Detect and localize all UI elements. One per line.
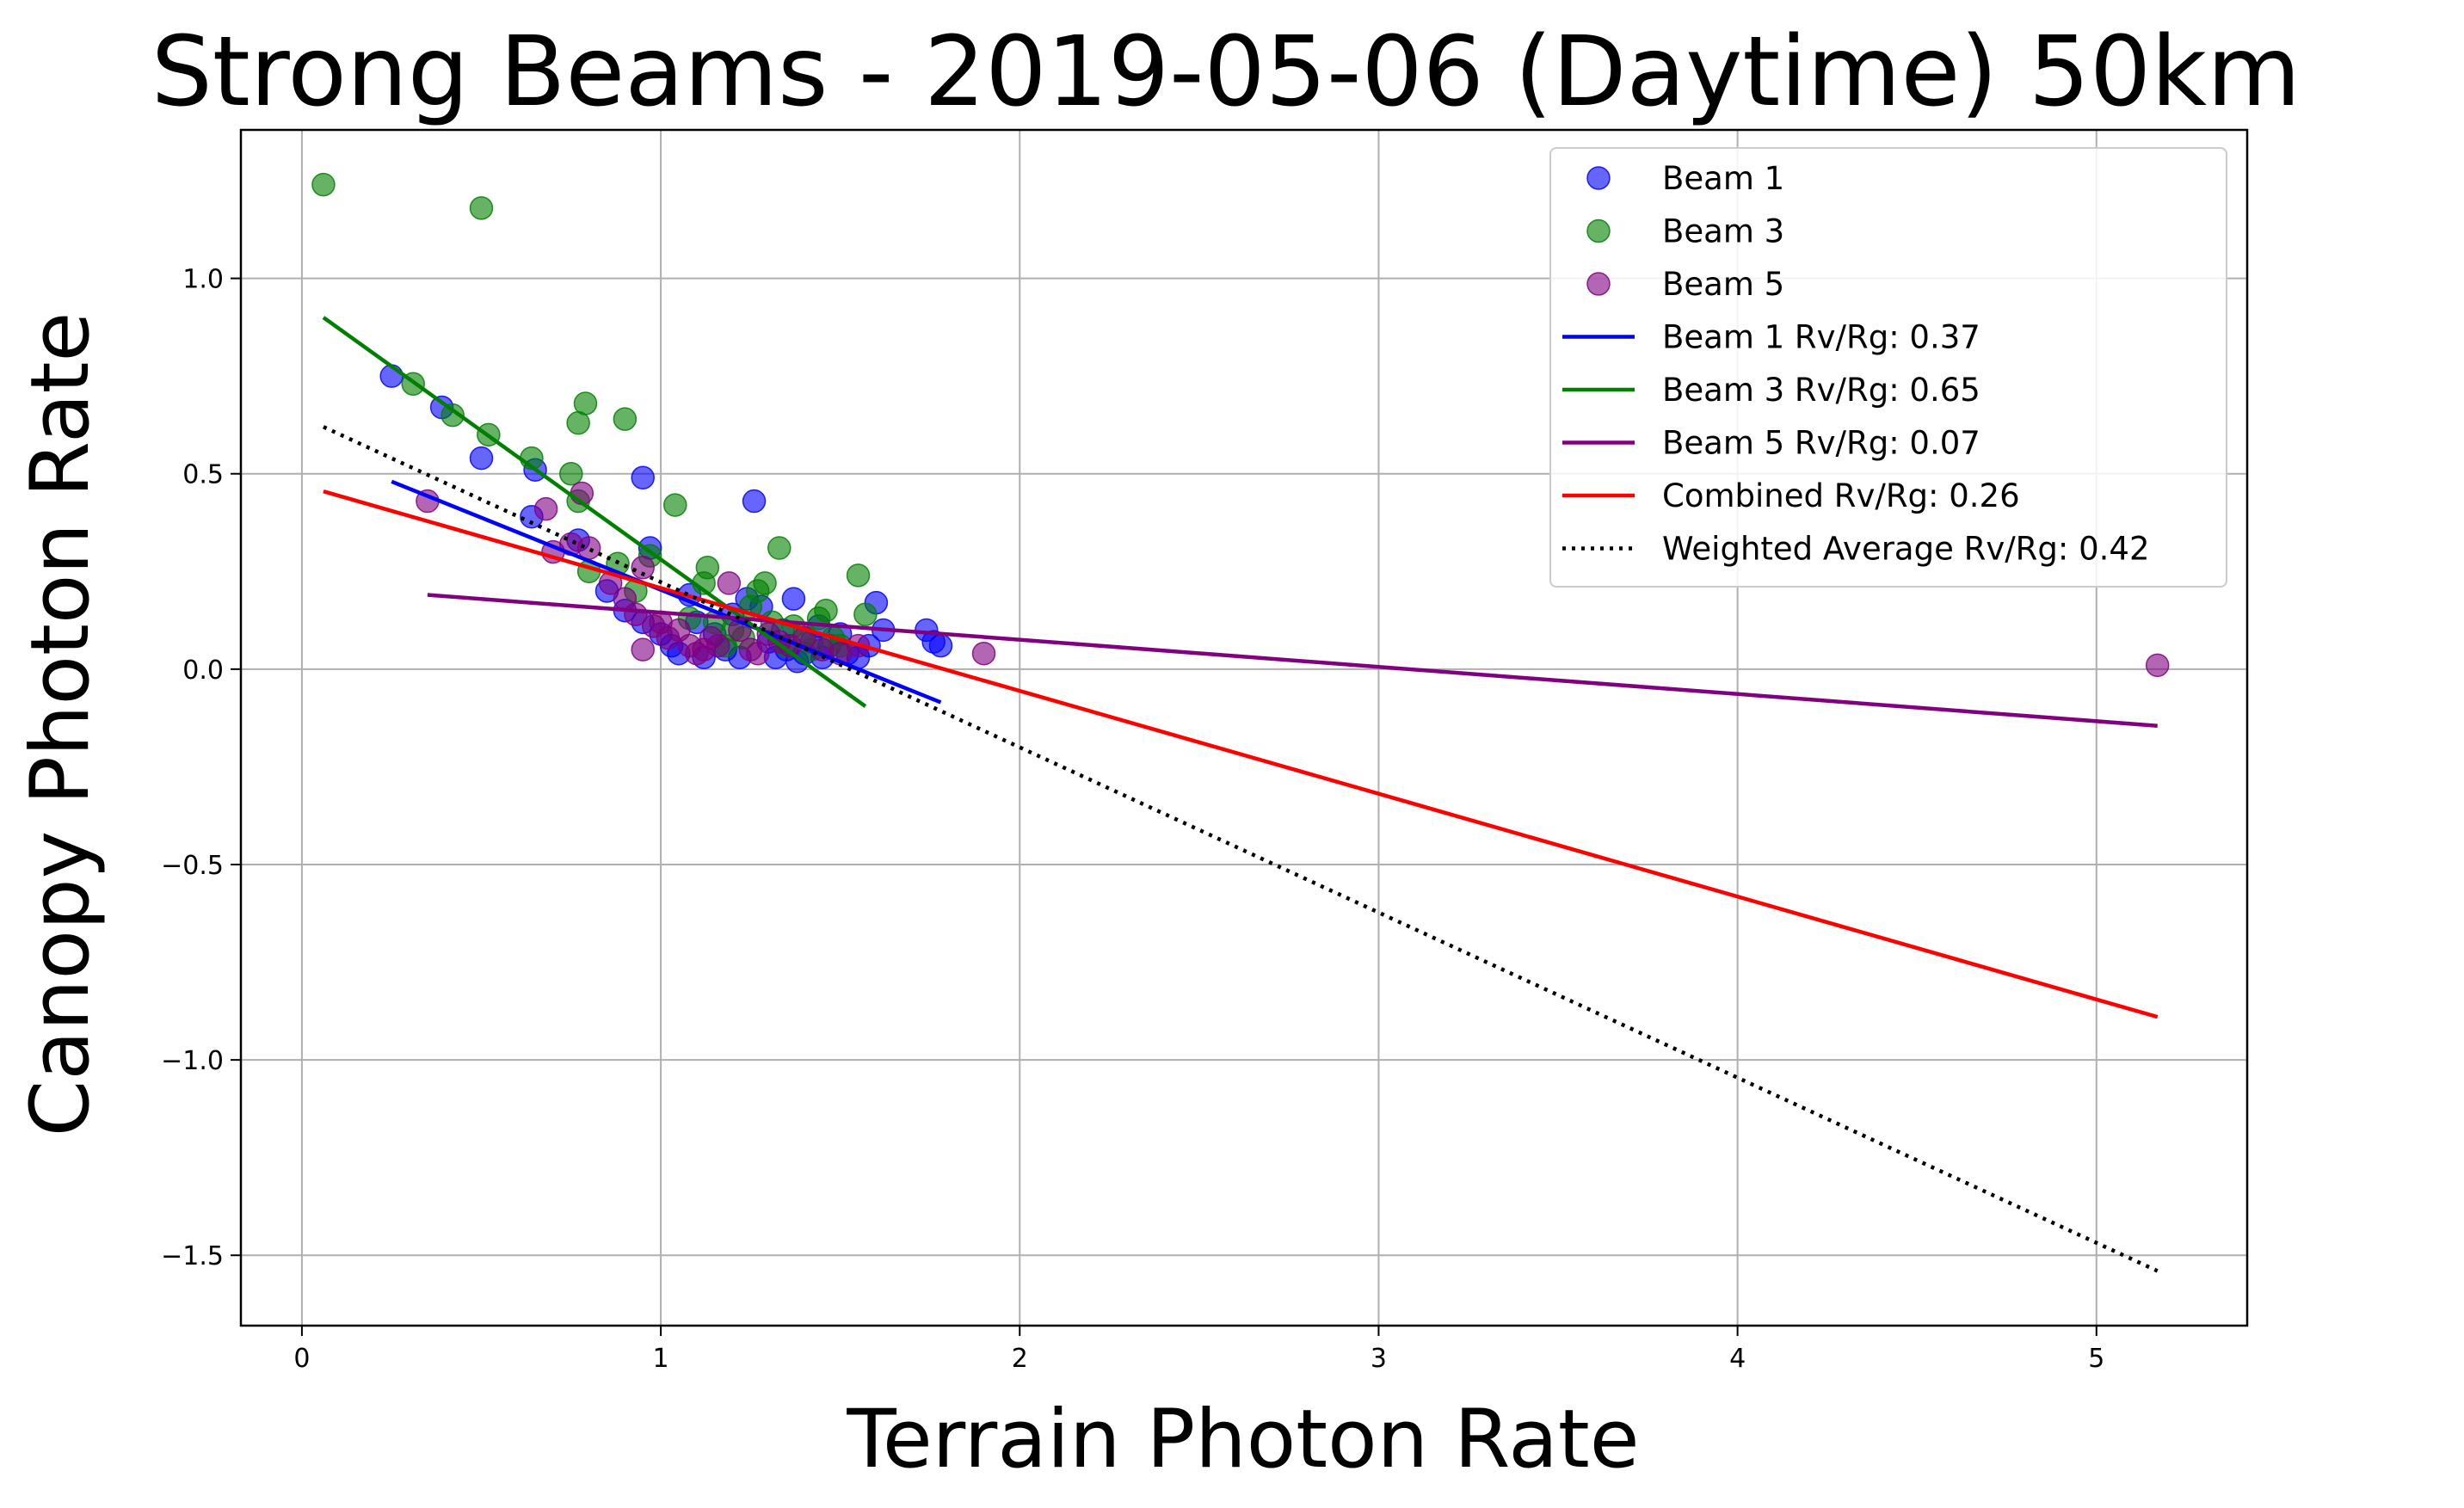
- legend-entry: Beam 1: [1586, 160, 1784, 197]
- y-tick-label: 1.0: [182, 265, 224, 295]
- y-tick-label: 0.0: [182, 656, 224, 686]
- scatter-point: [631, 637, 655, 662]
- scatter-point: [745, 641, 770, 666]
- y-axis-label: Canopy Photon Rate: [14, 312, 108, 1137]
- scatter-point: [814, 598, 838, 623]
- legend-entry: Combined Rv/Rg: 0.26: [1562, 477, 2020, 514]
- legend-entry: Beam 3: [1586, 213, 1784, 250]
- scatter-point: [613, 407, 638, 431]
- x-tick-label: 3: [1371, 1344, 1387, 1374]
- scatter-point: [742, 489, 767, 514]
- scatter-point: [469, 196, 494, 220]
- legend-entry: Beam 5 Rv/Rg: 0.07: [1562, 425, 1980, 462]
- scatter-point: [971, 641, 996, 666]
- legend-entry: Beam 1 Rv/Rg: 0.37: [1562, 319, 1980, 356]
- scatter-point: [846, 563, 871, 588]
- scatter-point: [767, 536, 792, 560]
- fit-line: [322, 316, 867, 708]
- scatter-point: [573, 391, 598, 415]
- x-tick-label: 0: [293, 1344, 310, 1374]
- scatter-point: [663, 493, 687, 517]
- scatter-point: [695, 556, 720, 580]
- scatter-point: [440, 403, 465, 428]
- scatter-point: [717, 571, 742, 595]
- scatter-point: [631, 465, 655, 490]
- y-tick-label: −0.5: [161, 851, 224, 881]
- legend-label: Beam 5 Rv/Rg: 0.07: [1662, 425, 1980, 462]
- y-tick-label: −1.5: [161, 1241, 224, 1271]
- scatter-point: [781, 587, 806, 611]
- scatter-point: [631, 556, 655, 580]
- x-tick-label: 4: [1729, 1344, 1746, 1374]
- legend-label: Beam 3 Rv/Rg: 0.65: [1662, 372, 1980, 409]
- legend-marker: [1586, 166, 1611, 190]
- legend-entry: Beam 3 Rv/Rg: 0.65: [1562, 372, 1980, 409]
- legend-label: Combined Rv/Rg: 0.26: [1662, 477, 2020, 514]
- scatter-point: [533, 496, 558, 521]
- x-tick-label: 1: [653, 1344, 669, 1374]
- scatter-point: [928, 633, 953, 658]
- legend-label: Beam 5: [1662, 266, 1784, 303]
- fit-line: [391, 479, 942, 705]
- legend-label: Beam 1: [1662, 160, 1784, 197]
- y-tick-label: 0.5: [182, 460, 224, 490]
- legend-label: Weighted Average Rv/Rg: 0.42: [1662, 531, 2150, 568]
- y-axis: 1.0 0.5 0.0 −0.5 −1.0 −1.5: [161, 265, 241, 1271]
- scatter-point: [706, 633, 730, 658]
- scatter-point: [2145, 653, 2170, 678]
- legend-entry: Beam 5: [1586, 266, 1784, 303]
- legend-marker: [1586, 272, 1611, 296]
- legend: Beam 1 Beam 3 Beam 5 Beam 1 Rv/Rg: 0.37 Beam…: [1549, 147, 2227, 588]
- scatter-point: [559, 461, 583, 486]
- scatter-point: [469, 446, 494, 471]
- legend-marker: [1586, 219, 1611, 243]
- x-tick-label: 2: [1012, 1344, 1028, 1374]
- x-tick-label: 5: [2088, 1344, 2104, 1374]
- plot-frame: [239, 128, 2249, 1327]
- fit-line: [323, 489, 2159, 1019]
- x-axis: 0 1 2 3 4 5: [293, 1326, 2104, 1374]
- legend-label: Beam 1 Rv/Rg: 0.37: [1662, 319, 1980, 356]
- scatter-point: [311, 172, 336, 197]
- y-tick-label: −1.0: [161, 1046, 224, 1076]
- legend-box: [1549, 147, 2227, 588]
- legend-entry: Weighted Average Rv/Rg: 0.42: [1562, 531, 2150, 568]
- chart-title: Strong Beams - 2019-05-06 (Daytime) 50km: [151, 16, 2301, 128]
- scatter-point: [753, 571, 777, 595]
- fit-line: [427, 593, 2158, 728]
- scatter-point: [853, 602, 878, 627]
- legend-label: Beam 3: [1662, 213, 1784, 250]
- data-marks: [311, 172, 2170, 1273]
- x-axis-label: Terrain Photon Rate: [846, 1393, 1639, 1486]
